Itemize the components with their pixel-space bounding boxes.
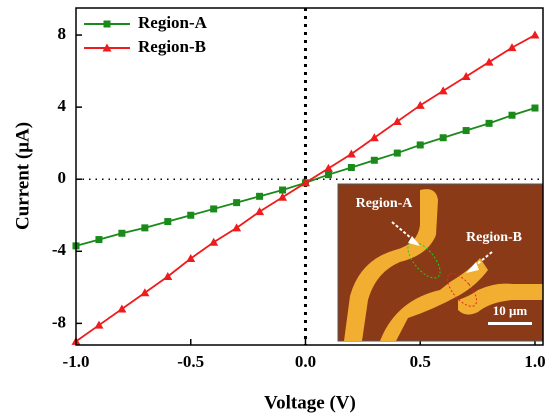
marker: [348, 164, 355, 171]
x-tick-label: -1.0: [63, 352, 90, 371]
x-tick-label: -0.5: [177, 352, 204, 371]
chart: Voltage (V) Current (μA) -1.0 -0.5 0.0 0.5 1…: [0, 0, 554, 420]
x-axis-label: Voltage (V): [264, 392, 356, 413]
marker: [462, 72, 471, 80]
marker: [416, 101, 425, 109]
y-tick-label: 8: [58, 24, 67, 43]
marker: [439, 86, 448, 94]
legend-label: Region-A: [138, 13, 208, 32]
marker: [325, 171, 332, 178]
inset-label: Region-B: [466, 230, 522, 245]
marker: [509, 112, 516, 119]
x-tick-label: 0.5: [410, 352, 431, 371]
marker: [187, 212, 194, 219]
marker: [486, 120, 493, 127]
marker: [324, 164, 333, 172]
inset-label: Region-A: [356, 196, 414, 211]
marker: [417, 141, 424, 148]
marker: [531, 105, 538, 112]
marker: [210, 205, 217, 212]
marker: [95, 236, 102, 243]
marker: [118, 230, 125, 237]
x-tick-label: 0.0: [295, 352, 316, 371]
marker: [530, 31, 539, 39]
marker: [164, 218, 171, 225]
marker: [463, 127, 470, 134]
y-tick-label: -4: [52, 240, 67, 259]
legend-marker: [104, 21, 111, 28]
marker: [209, 238, 218, 246]
marker: [394, 150, 401, 157]
marker: [278, 193, 287, 201]
x-tick-label: 1.0: [524, 352, 545, 371]
marker: [485, 58, 494, 66]
marker: [141, 224, 148, 231]
marker: [440, 134, 447, 141]
marker: [233, 199, 240, 206]
y-tick-label: -8: [52, 312, 66, 331]
inset-label: 10 μm: [493, 303, 528, 318]
legend-label: Region-B: [138, 37, 206, 56]
marker: [256, 193, 263, 200]
marker: [508, 43, 517, 51]
marker: [371, 157, 378, 164]
marker: [279, 187, 286, 194]
inset-image: Region-A Region-B 10 μm: [338, 184, 543, 341]
y-tick-label: 4: [58, 96, 67, 115]
y-axis-label: Current (μA): [12, 122, 33, 230]
y-tick-label: 0: [58, 168, 67, 187]
marker: [255, 207, 264, 215]
